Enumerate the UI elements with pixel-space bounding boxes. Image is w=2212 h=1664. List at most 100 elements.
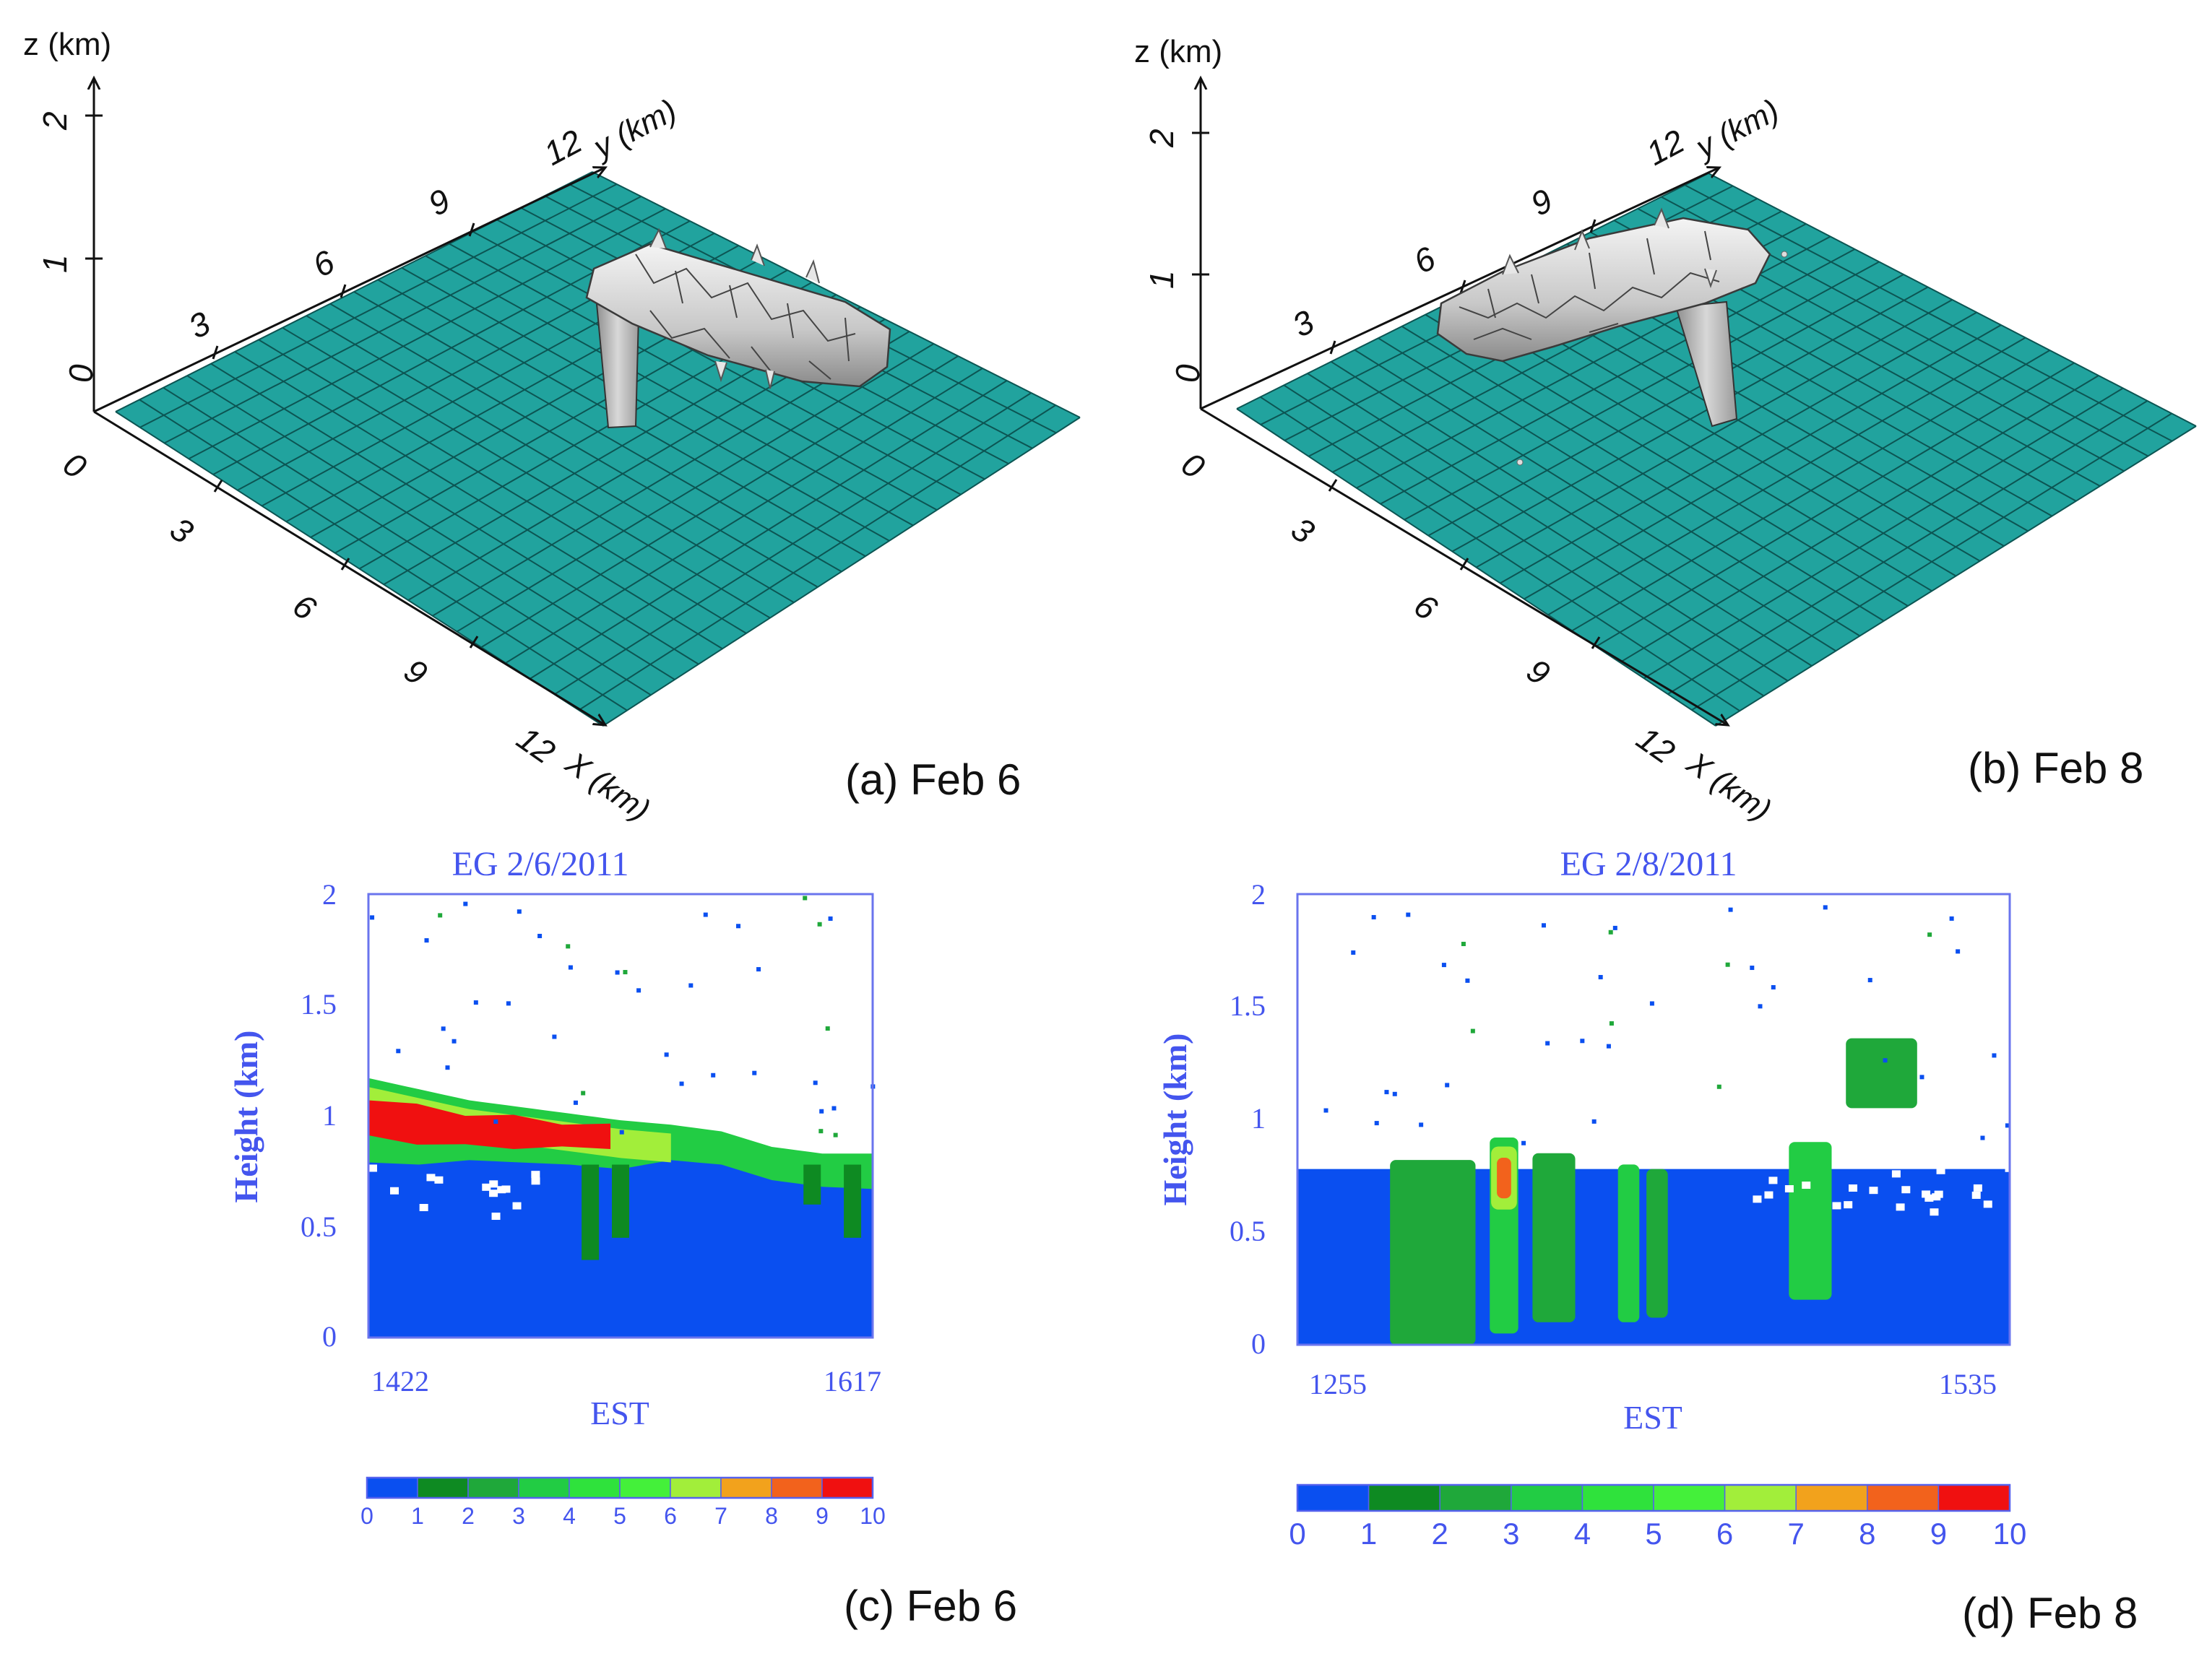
colorbar-tick-label: 10 [1993,1517,2027,1551]
y-tick-label: 0.5 [301,1210,337,1243]
grid-line [592,171,1081,418]
noise-pixel [1598,974,1603,979]
noise-pixel [1591,1119,1597,1124]
y-tick [1329,340,1336,355]
grid-line [1643,387,2124,680]
grid-line [602,417,1081,727]
y-tick-label: 1 [322,1099,337,1132]
noise-pixel [833,1132,838,1138]
panel-caption: (a) Feb 6 [845,755,1021,804]
y-axis-label: Height (km) [228,1031,264,1203]
noise-pixel [1545,1041,1550,1046]
noise-pixel [756,967,761,972]
colorbar-swatch [1653,1484,1726,1512]
noise-pixel [1867,978,1872,983]
x-tick [213,480,223,493]
noise-pixel [441,1026,446,1031]
z-tick-label: 0 [1169,364,1206,383]
grid-line [1708,173,2197,427]
x-tick [1459,558,1469,571]
gap [426,1174,436,1182]
grid-line [578,404,1056,711]
y-tick-label: 1.5 [1230,989,1266,1022]
panel-a-3d-isosurface: z (km) 0 1 2 3 6 9 12 y (km) 0 3 6 9 12 … [23,27,1081,828]
colorbar-swatch [366,1477,418,1499]
noise-pixel [1406,912,1411,917]
colorbar-tick-label: 10 [860,1503,886,1529]
noise-pixel [703,912,708,917]
echo-plume [1390,1160,1476,1345]
colorbar-tick-label: 8 [765,1503,778,1529]
noise-pixel [1371,914,1376,919]
noise-pixel [396,1049,401,1054]
y-tick-label: 2 [322,878,337,911]
gap [497,1186,506,1194]
noise-pixel [581,1091,586,1096]
panel-d-radar-heatmap: EG 2/8/2011 0 0.5 1 1.5 2 Height (km) 12… [1157,845,2138,1637]
grid-line [353,291,842,573]
noise-pixel [1351,950,1356,955]
y-tick-label: 9 [1524,181,1558,223]
gap [1869,1187,1878,1195]
x-tick-label: 6 [286,586,323,628]
gap [1932,1193,1941,1201]
panel-caption: (d) Feb 8 [1962,1589,2138,1637]
noise-pixel [552,1034,557,1039]
chart-title: EG 2/6/2011 [452,845,629,883]
colorbar-swatch [1795,1484,1868,1512]
colorbar-swatch [1937,1484,2010,1512]
noise-pixel [452,1039,457,1044]
noise-pixel [1949,916,1954,921]
echo-core [1497,1158,1511,1199]
colorbar-tick-label: 5 [1645,1517,1662,1551]
grid-line [425,255,914,526]
colorbar: 0 1 2 3 4 5 6 7 8 9 10 [1289,1483,2027,1551]
y-axis-label: y (km) [586,92,683,166]
noise-pixel [1521,1140,1526,1145]
gap [501,1185,511,1193]
colorbar: 0 1 2 3 4 5 6 7 8 9 10 [360,1476,886,1529]
noise-pixel [566,944,571,949]
x-axis-label: X (km) [1680,745,1777,828]
z-tick-label: 2 [36,111,74,131]
grid-line [1547,337,2026,616]
gap [1844,1201,1853,1209]
grid-line [1619,375,2099,664]
noise-pixel [2005,1123,2010,1128]
colorbar-swatch [771,1477,823,1499]
noise-pixel [825,1026,830,1031]
z-axis-label: z (km) [1134,34,1222,69]
echo-plume [1846,1038,1917,1109]
gap [1802,1182,1811,1190]
noise-pixel [819,1109,824,1114]
colorbar-swatch [619,1477,671,1499]
noise-pixel [817,922,822,927]
panel-caption: (c) Feb 6 [844,1582,1017,1630]
colorbar-swatch [518,1477,570,1499]
colorbar-swatch [417,1477,469,1499]
noise-pixel [1728,907,1733,912]
gap [390,1187,399,1195]
noise-pixel [818,1129,824,1134]
colorbar-tick-label: 7 [1788,1517,1805,1551]
gap [1901,1186,1911,1194]
echo-plume [1617,1164,1640,1322]
colorbar-tick-label: 0 [360,1503,373,1529]
y-tick-label: 6 [1407,239,1441,281]
x-tick-label: 1617 [824,1365,881,1398]
noise-pixel [473,1000,478,1005]
colorbar-swatch [1724,1484,1797,1512]
gap [1849,1184,1858,1192]
gap [1924,1194,1934,1202]
colorbar-tick-label: 3 [512,1503,525,1529]
colorbar-tick-label: 9 [816,1503,829,1529]
gap [482,1183,491,1191]
colorbar-tick-label: 3 [1503,1517,1519,1551]
grid-line [401,266,890,542]
y-tick-label: 0.5 [1230,1215,1266,1247]
gap [1768,1176,1778,1184]
gap [1784,1184,1794,1192]
x-tick [469,636,479,649]
y-axis-label: Height (km) [1157,1034,1193,1206]
